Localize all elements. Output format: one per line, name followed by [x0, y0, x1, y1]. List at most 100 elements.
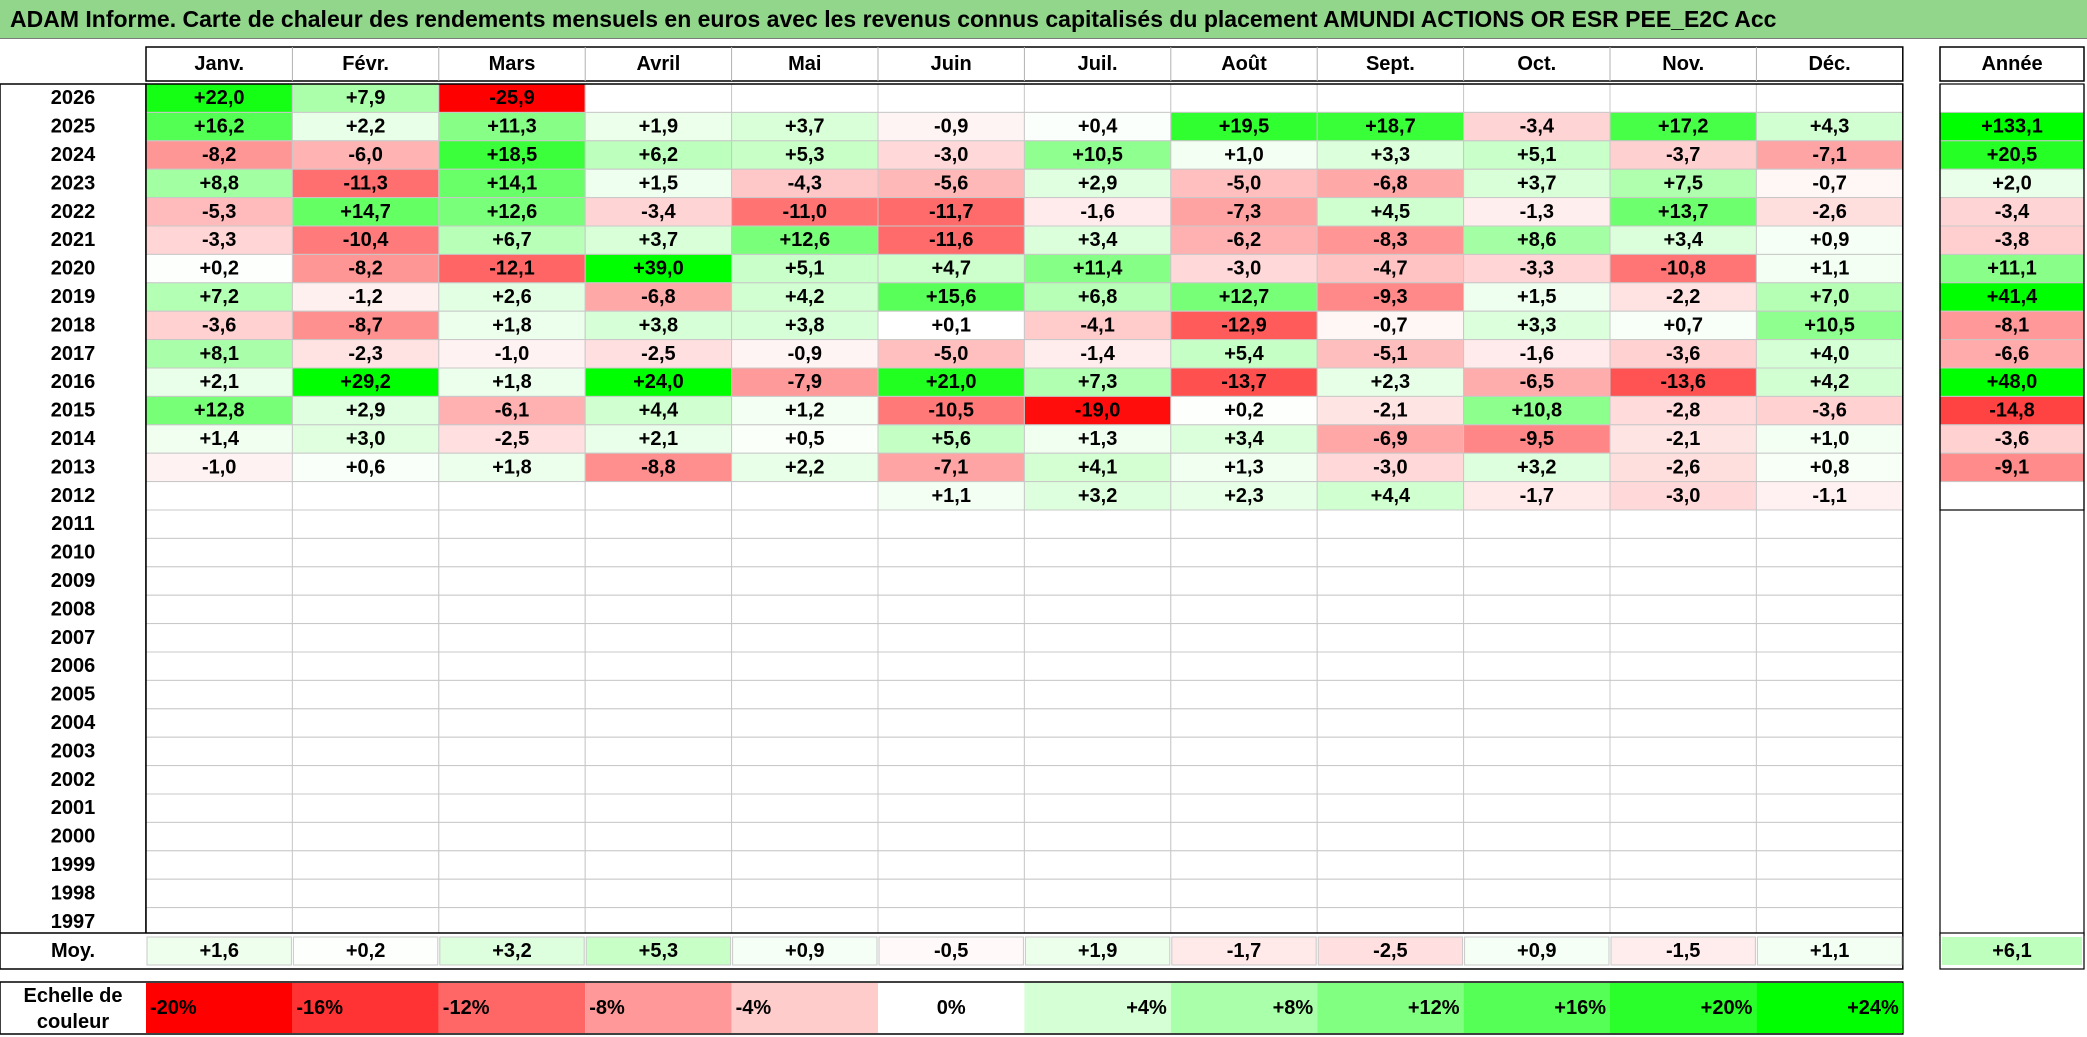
heatmap-cell — [1316, 878, 1465, 909]
heatmap-cell — [1170, 765, 1318, 795]
cell-value: +11,4 — [1073, 258, 1123, 280]
heatmap-cell — [877, 821, 1025, 852]
heatmap-cell — [584, 225, 733, 255]
heatmap-cell — [584, 452, 733, 483]
heatmap-cell — [1316, 310, 1465, 341]
heatmap-cell — [1170, 793, 1318, 823]
cell-value: +7,9 — [346, 87, 385, 109]
cell-value: +2,6 — [492, 286, 531, 308]
heatmap-cell — [1463, 395, 1611, 426]
cell-value: -2,8 — [1666, 400, 1700, 422]
annual-value: -14,8 — [1989, 400, 2035, 422]
heatmap-cell — [291, 850, 440, 880]
heatmap-cell — [291, 140, 440, 170]
cell-value: -11,6 — [929, 229, 973, 251]
year-label-2006: 2006 — [51, 655, 96, 677]
average-value: -1,7 — [1227, 940, 1261, 962]
cell-value: +1,3 — [1078, 428, 1117, 450]
heatmap-cell — [584, 708, 733, 738]
heatmap-cell — [731, 679, 879, 710]
annual-value: +41,4 — [1987, 286, 2038, 308]
heatmap-cell — [877, 197, 1025, 227]
heatmap-cell — [1609, 339, 1757, 369]
cell-value: +3,7 — [639, 229, 678, 251]
cell-value: -4,1 — [1080, 314, 1114, 336]
heatmap-cell — [291, 339, 440, 369]
scale-label: +24% — [1847, 997, 1899, 1019]
heatmap-cell — [877, 907, 1025, 937]
heatmap-cell — [1316, 793, 1465, 823]
average-value: +1,9 — [1078, 940, 1117, 962]
heatmap-cell — [877, 679, 1025, 710]
cell-value: -2,6 — [1666, 456, 1700, 478]
heatmap-cell — [145, 481, 293, 511]
cell-value: +2,1 — [639, 428, 678, 450]
cell-value: -11,7 — [929, 201, 973, 223]
heatmap-cell — [145, 367, 293, 397]
year-label-2012: 2012 — [51, 485, 96, 507]
cell-value: -3,0 — [934, 144, 968, 166]
heatmap-cell — [145, 225, 293, 255]
heatmap-cell — [291, 253, 440, 284]
annual-value: +11,1 — [1987, 258, 2037, 280]
annual-value: +133,1 — [1981, 116, 2043, 138]
cell-value: +19,5 — [1219, 116, 1270, 138]
heatmap-cell — [1023, 878, 1172, 909]
month-header-4: Mai — [788, 53, 821, 75]
cell-value: +4,5 — [1371, 201, 1410, 223]
cell-value: +24,0 — [633, 371, 684, 393]
heatmap-cell — [145, 253, 293, 284]
cell-value: +15,6 — [926, 286, 977, 308]
year-label-2025: 2025 — [51, 116, 96, 138]
cell-value: +1,8 — [492, 314, 531, 336]
cell-value: +18,7 — [1365, 116, 1416, 138]
cell-value: +22,0 — [194, 87, 245, 109]
heatmap-cell — [1609, 765, 1757, 795]
heatmap-cell — [584, 481, 733, 511]
cell-value: +4,3 — [1810, 116, 1849, 138]
cell-value: -25,9 — [489, 87, 535, 109]
cell-value: +0,1 — [931, 314, 970, 336]
year-label-2016: 2016 — [51, 371, 96, 393]
cell-value: +0,5 — [785, 428, 824, 450]
heatmap-cell — [1609, 509, 1757, 539]
heatmap-cell — [1609, 708, 1757, 738]
heatmap-cell — [438, 509, 586, 539]
cell-value: -6,9 — [1373, 428, 1407, 450]
cell-value: +3,8 — [639, 314, 678, 336]
cell-value: +7,2 — [199, 286, 238, 308]
heatmap-cell — [1463, 708, 1611, 738]
heatmap-cell — [438, 708, 586, 738]
cell-value: -11,0 — [783, 201, 827, 223]
scale-label: -20% — [150, 997, 197, 1019]
heatmap-cell — [877, 878, 1025, 909]
year-label-2008: 2008 — [51, 598, 96, 620]
cell-value: -8,7 — [348, 314, 382, 336]
heatmap-cell — [1023, 793, 1172, 823]
heatmap-cell — [438, 395, 586, 426]
heatmap-cell — [1609, 736, 1757, 767]
cell-value: -6,8 — [1373, 172, 1407, 194]
cell-value: +2,9 — [346, 400, 385, 422]
cell-value: -3,0 — [1373, 456, 1407, 478]
heatmap-cell — [145, 793, 293, 823]
heatmap-cell — [731, 452, 879, 483]
cell-value: +3,7 — [1517, 172, 1556, 194]
cell-value: +5,4 — [1224, 343, 1264, 365]
heatmap-cell — [1609, 197, 1757, 227]
cell-value: -2,2 — [1666, 286, 1700, 308]
cell-value: +3,4 — [1663, 229, 1703, 251]
heatmap-cell — [1609, 111, 1757, 142]
scale-label: +12% — [1408, 997, 1460, 1019]
average-cell — [1464, 936, 1610, 966]
heatmap-cell — [1023, 679, 1172, 710]
cell-value: -6,8 — [641, 286, 675, 308]
heatmap-cell — [731, 765, 879, 795]
heatmap-cell — [1463, 168, 1611, 199]
heatmap-cell — [1170, 452, 1318, 483]
scale-swatch — [1756, 983, 1903, 1033]
cell-value: -9,3 — [1373, 286, 1407, 308]
cell-value: -1,4 — [1080, 343, 1115, 365]
heatmap-cell — [731, 566, 879, 596]
heatmap-cell — [1463, 736, 1611, 767]
